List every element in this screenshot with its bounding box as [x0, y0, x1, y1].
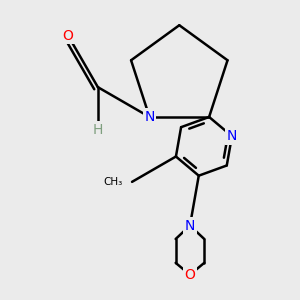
Text: N: N — [227, 129, 237, 143]
Text: N: N — [185, 219, 195, 232]
Text: H: H — [93, 123, 103, 137]
Text: O: O — [184, 268, 195, 282]
Text: CH₃: CH₃ — [104, 177, 123, 187]
Text: N: N — [144, 110, 155, 124]
Text: O: O — [63, 28, 74, 43]
